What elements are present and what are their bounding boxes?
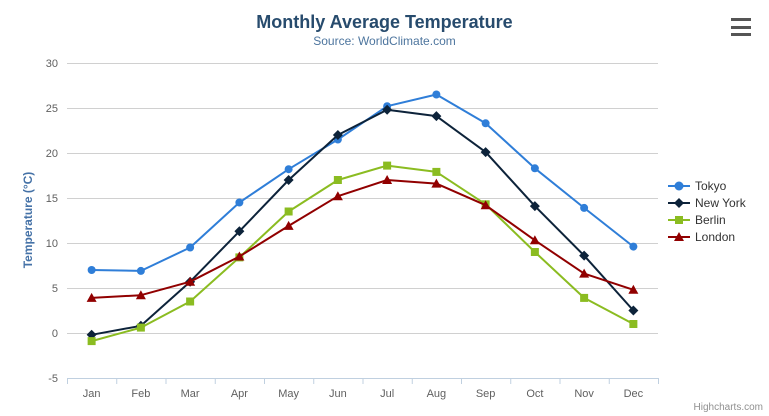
y-tick-label: -5 xyxy=(48,373,58,385)
data-point-london xyxy=(185,276,196,286)
data-point-berlin xyxy=(136,323,145,332)
x-tick-label: Mar xyxy=(181,388,200,400)
series-line-new-york xyxy=(90,108,635,336)
data-point-berlin xyxy=(333,176,342,184)
y-tick-label: 15 xyxy=(46,193,58,205)
data-point-tokyo xyxy=(432,90,441,99)
data-point-london xyxy=(283,220,294,230)
legend-item-tokyo[interactable]: Tokyo xyxy=(668,177,746,194)
data-point-new-york xyxy=(579,250,590,261)
y-tick-label: 10 xyxy=(46,238,58,250)
x-tick-label: Aug xyxy=(427,388,447,400)
data-point-tokyo xyxy=(136,266,145,275)
hamburger-icon xyxy=(731,25,751,29)
data-point-berlin xyxy=(186,297,195,306)
data-point-new-york xyxy=(234,226,245,237)
legend-triangle-icon xyxy=(668,231,690,241)
y-tick-label: 20 xyxy=(46,148,58,160)
x-tick-label: Jan xyxy=(83,388,101,400)
legend-label: Berlin xyxy=(695,212,726,227)
data-point-new-york xyxy=(480,147,491,158)
x-tick-label: Apr xyxy=(231,388,248,400)
data-point-new-york xyxy=(431,111,442,122)
data-point-london xyxy=(135,290,146,300)
x-tick-label: Jun xyxy=(329,388,347,400)
x-tick-label: Feb xyxy=(131,388,150,400)
data-point-berlin xyxy=(580,293,589,302)
data-point-london xyxy=(431,178,442,188)
hamburger-icon xyxy=(731,33,751,36)
data-point-new-york xyxy=(382,104,393,115)
data-point-london xyxy=(628,284,639,294)
legend-item-london[interactable]: London xyxy=(668,228,746,245)
export-menu-button[interactable] xyxy=(731,18,755,36)
x-tick-label: Oct xyxy=(526,388,543,400)
data-point-london xyxy=(234,251,245,261)
legend: Tokyo New York Berlin London xyxy=(668,177,746,245)
data-point-new-york xyxy=(332,130,343,140)
data-point-london xyxy=(529,235,540,245)
data-point-berlin xyxy=(629,320,638,328)
data-point-berlin xyxy=(87,337,96,346)
data-point-berlin xyxy=(284,207,293,216)
legend-label: London xyxy=(695,229,736,244)
chart-subtitle: Source: WorldClimate.com xyxy=(313,34,456,48)
data-point-berlin xyxy=(383,161,392,170)
x-tick-label: May xyxy=(278,388,299,400)
legend-diamond-icon xyxy=(668,197,690,208)
data-point-london xyxy=(382,175,393,184)
legend-item-new-york[interactable]: New York xyxy=(668,194,746,211)
y-tick-label: 25 xyxy=(46,103,58,115)
x-tick-label: Dec xyxy=(624,388,644,400)
data-point-tokyo xyxy=(580,203,589,212)
legend-label: Tokyo xyxy=(695,178,727,193)
chart-title: Monthly Average Temperature xyxy=(256,12,513,32)
data-point-tokyo xyxy=(87,266,96,274)
data-point-tokyo xyxy=(186,243,195,252)
data-point-new-york xyxy=(628,305,639,316)
data-point-london xyxy=(332,191,343,201)
data-point-berlin xyxy=(432,167,441,176)
series-line-tokyo xyxy=(90,93,635,272)
data-point-new-york xyxy=(283,175,294,185)
y-axis-title: Temperature (°C) xyxy=(21,171,35,269)
data-point-london xyxy=(579,268,590,278)
data-point-new-york xyxy=(529,201,540,212)
y-tick-label: 0 xyxy=(52,328,58,340)
y-tick-label: 5 xyxy=(52,283,58,295)
legend-label: New York xyxy=(695,195,746,210)
legend-item-berlin[interactable]: Berlin xyxy=(668,211,746,228)
legend-square-icon xyxy=(668,215,690,224)
y-tick-label: 30 xyxy=(46,58,58,70)
data-point-tokyo xyxy=(530,164,539,173)
series-line-berlin xyxy=(90,164,635,343)
x-tick-label: Sep xyxy=(476,388,496,400)
x-tick-label: Nov xyxy=(574,388,594,400)
legend-circle-icon xyxy=(668,181,690,190)
data-point-tokyo xyxy=(481,119,490,128)
data-point-tokyo xyxy=(284,165,293,174)
data-point-tokyo xyxy=(235,198,244,207)
data-point-berlin xyxy=(530,248,539,256)
data-point-london xyxy=(86,292,97,302)
hamburger-icon xyxy=(731,18,751,21)
data-point-london xyxy=(480,200,491,210)
credits-link[interactable]: Highcharts.com xyxy=(693,402,763,413)
x-tick-label: Jul xyxy=(380,388,394,400)
series-line-london xyxy=(90,179,635,299)
data-point-tokyo xyxy=(629,242,638,251)
